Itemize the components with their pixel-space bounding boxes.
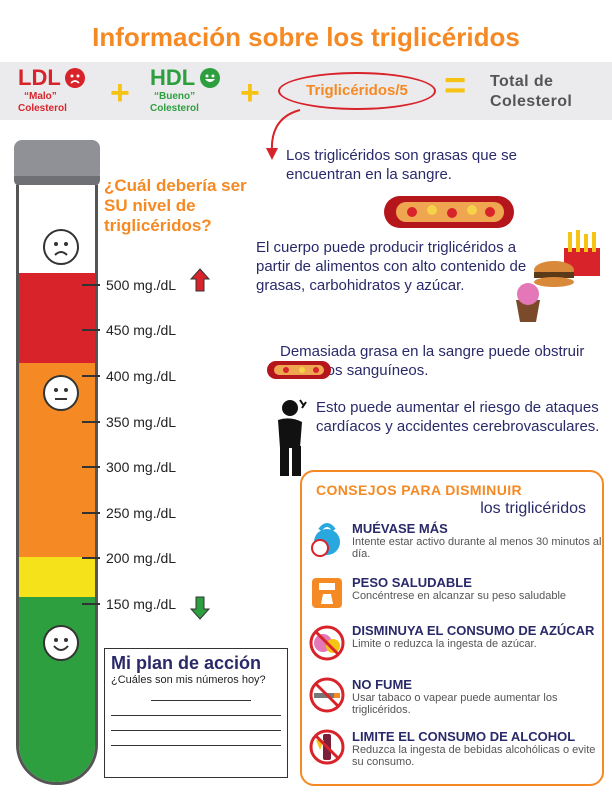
level-tick — [82, 466, 100, 468]
level-tick — [82, 284, 100, 286]
tube-cap — [14, 140, 100, 186]
level-label: 350 mg./dL — [106, 414, 177, 430]
kettlebell-timer-icon — [311, 523, 340, 557]
blood-vessel-icon — [384, 196, 514, 228]
plan-title: Mi plan de acción — [111, 653, 262, 673]
write-line[interactable] — [111, 730, 281, 731]
fact-body-produces: El cuerpo puede producir triglicéridos a… — [256, 239, 527, 294]
tip-body: Limite o reduzca la ingesta de azúcar. — [352, 638, 537, 650]
sad-face-icon — [65, 67, 86, 88]
page-title: Información sobre los triglicéridos — [92, 22, 520, 52]
write-line[interactable] — [111, 745, 281, 746]
level-tick — [82, 603, 100, 605]
clogged-vessel-icon — [267, 361, 331, 379]
level-label: 250 mg./dL — [106, 505, 177, 521]
ldl-sub: Colesterol — [18, 102, 67, 114]
level-tick — [82, 512, 100, 514]
no-sweets-icon — [309, 625, 345, 661]
tip-head: LIMITE EL CONSUMO DE ALCOHOL — [352, 729, 576, 744]
level-label: 200 mg./dL — [106, 550, 177, 566]
total-line-2: Colesterol — [490, 93, 573, 110]
triglycerides-term: Triglicéridos/5 — [278, 72, 436, 110]
tip-body: Intente estar activo durante al menos 30… — [352, 536, 602, 560]
happy-face-icon — [43, 625, 79, 661]
write-line[interactable] — [151, 700, 251, 701]
level-tick — [82, 557, 100, 559]
level-label: 400 mg./dL — [106, 368, 177, 384]
level-tick — [82, 375, 100, 377]
tips-title: CONSEJOS PARA DISMINUIR — [316, 482, 522, 498]
tip-sugar: DISMINUYA EL CONSUMO DE AZÚCAR Limite o … — [352, 623, 595, 651]
arrow-up-icon — [190, 268, 210, 292]
fact-risk: Esto puede aumentar el riesgo de ataques… — [316, 399, 600, 435]
arrow-down-icon — [190, 596, 210, 620]
fact-fats-in-blood: Los triglicéridos son grasas que se encu… — [286, 147, 517, 183]
no-smoking-icon — [309, 677, 345, 713]
tube-yellow-zone — [19, 557, 95, 597]
level-tick — [82, 421, 100, 423]
level-tick — [82, 329, 100, 331]
tip-body: Reduzca la ingesta de bebidas alcohólica… — [352, 744, 596, 768]
curved-arrow-icon — [266, 109, 301, 160]
ldl-label: LDL — [18, 65, 61, 90]
tip-smoke: NO FUME Usar tabaco o vapear puede aumen… — [352, 677, 602, 717]
write-line[interactable] — [111, 715, 281, 716]
tip-body: Usar tabaco o vapear puede aumentar los … — [352, 692, 558, 716]
tip-head: PESO SALUDABLE — [352, 575, 472, 590]
tip-head: NO FUME — [352, 677, 412, 692]
total-cholesterol: Total de Colesterol — [490, 72, 572, 112]
level-label: 450 mg./dL — [106, 322, 177, 338]
scale-icon — [312, 578, 342, 608]
level-label: 500 mg./dL — [106, 277, 177, 293]
plus-sign: + — [240, 74, 260, 112]
no-alcohol-icon — [309, 729, 345, 765]
level-label: 300 mg./dL — [106, 459, 177, 475]
plus-sign: + — [110, 74, 130, 112]
triglyceride-tube — [16, 185, 98, 785]
tip-head: DISMINUYA EL CONSUMO DE AZÚCAR — [352, 623, 595, 638]
hdl-sub: Colesterol — [150, 102, 199, 114]
person-chest-pain-icon — [278, 399, 307, 476]
hdl-block: HDL “Bueno” Colesterol — [150, 66, 220, 115]
action-plan: Mi plan de acción ¿Cuáles son mis número… — [104, 648, 288, 778]
tips-subtitle: los triglicéridos — [480, 500, 586, 517]
happy-face-icon — [199, 67, 220, 88]
hdl-quote: “Bueno” — [154, 90, 196, 102]
level-label: 150 mg./dL — [106, 596, 177, 612]
equals-sign: = — [444, 65, 467, 107]
plan-question: ¿Cuáles son mis números hoy? — [111, 674, 266, 686]
tip-body: Concéntrese en alcanzar su peso saludabl… — [352, 590, 567, 602]
hdl-label: HDL — [150, 65, 196, 90]
ldl-quote: “Malo” — [24, 90, 57, 102]
tips-box: CONSEJOS PARA DISMINUIR los triglicérido… — [300, 470, 604, 786]
tip-alcohol: LIMITE EL CONSUMO DE ALCOHOL Reduzca la … — [352, 729, 602, 769]
neutral-face-icon — [43, 375, 79, 411]
sad-face-icon — [43, 229, 79, 265]
ldl-block: LDL “Malo” Colesterol — [18, 65, 86, 115]
tip-weight: PESO SALUDABLE Concéntrese en alcanzar s… — [352, 575, 567, 603]
total-line-1: Total de — [490, 73, 554, 90]
tip-head: MUÉVASE MÁS — [352, 521, 448, 536]
level-question: ¿Cuál debería ser SU nivel de triglicéri… — [104, 176, 247, 235]
tip-move: MUÉVASE MÁS Intente estar activo durante… — [352, 521, 602, 561]
fast-food-icon — [516, 230, 600, 322]
tube-red-zone — [19, 273, 95, 363]
